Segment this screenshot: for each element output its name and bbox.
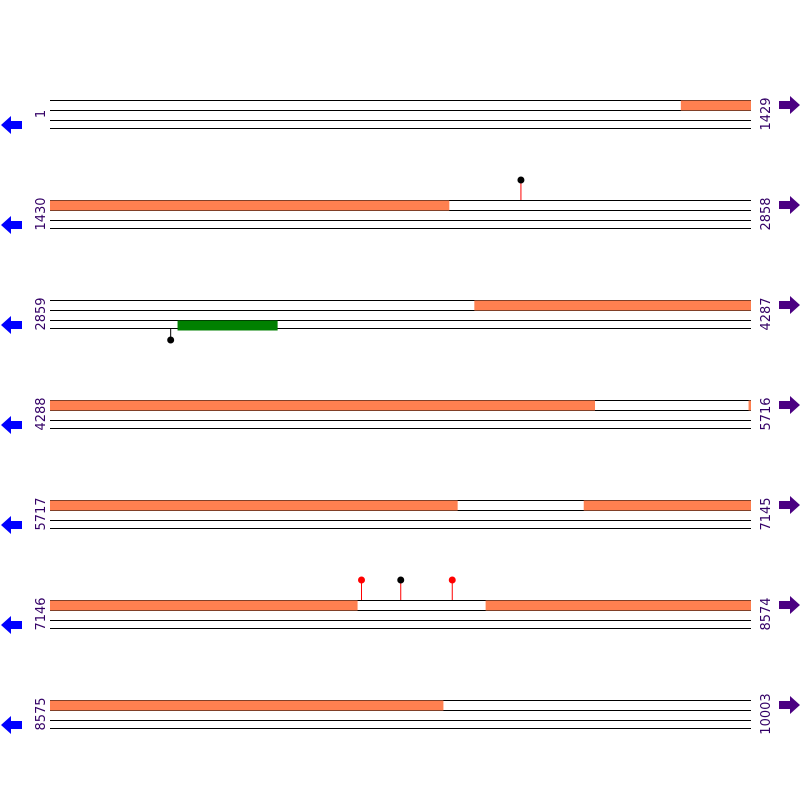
start-position-label: 7146 [34, 597, 49, 630]
left-arrow-icon[interactable] [1, 116, 22, 134]
end-position-label: 1429 [759, 97, 774, 130]
feature-bar[interactable] [474, 300, 751, 311]
feature-bar[interactable] [50, 400, 596, 411]
end-position-label: 7145 [759, 497, 774, 530]
left-arrow-icon[interactable] [1, 716, 22, 734]
left-arrow-icon[interactable] [1, 416, 22, 434]
feature-bar[interactable] [50, 700, 444, 711]
feature-bar[interactable] [50, 200, 450, 211]
right-arrow-icon[interactable] [779, 296, 800, 314]
right-arrow-icon[interactable] [779, 396, 800, 414]
start-position-label: 8575 [34, 697, 49, 730]
site-marker[interactable] [448, 576, 456, 601]
start-position-label: 4288 [34, 397, 49, 430]
feature-bar[interactable] [748, 400, 751, 411]
left-arrow-icon[interactable] [1, 316, 22, 334]
feature-bar[interactable] [177, 320, 278, 331]
feature-bar[interactable] [485, 600, 751, 611]
site-marker[interactable] [517, 176, 525, 201]
end-position-label: 2858 [759, 197, 774, 230]
end-position-label: 10003 [759, 693, 774, 734]
start-position-label: 1430 [34, 197, 49, 230]
site-marker[interactable] [397, 576, 405, 601]
feature-bar[interactable] [680, 100, 751, 111]
right-arrow-icon[interactable] [779, 196, 800, 214]
sequence-row: 1430 2858 [1, 176, 800, 234]
sequence-row: 7146 8574 [1, 576, 800, 634]
marker-dot [397, 576, 405, 584]
marker-dot [358, 576, 366, 584]
left-arrow-icon[interactable] [1, 516, 22, 534]
marker-dot [167, 336, 175, 344]
right-arrow-icon[interactable] [779, 696, 800, 714]
start-position-label: 5717 [34, 497, 49, 530]
site-marker[interactable] [358, 576, 366, 601]
feature-bar[interactable] [583, 500, 751, 511]
end-position-label: 4287 [759, 297, 774, 330]
right-arrow-icon[interactable] [779, 596, 800, 614]
sequence-row: 4288 5716 [1, 396, 800, 434]
marker-dot [517, 176, 525, 184]
left-arrow-icon[interactable] [1, 616, 22, 634]
end-position-label: 5716 [759, 397, 774, 430]
left-arrow-icon[interactable] [1, 216, 22, 234]
feature-bar[interactable] [50, 600, 358, 611]
end-position-label: 8574 [759, 597, 774, 630]
right-arrow-icon[interactable] [779, 496, 800, 514]
sequence-row: 5717 7145 [1, 496, 800, 534]
sequence-row: 8575 10003 [1, 693, 800, 735]
sequence-row: 2859 4287 [1, 296, 800, 344]
site-marker[interactable] [167, 328, 175, 344]
start-position-label: 2859 [34, 297, 49, 330]
sequence-row: 1 1429 [1, 96, 800, 134]
right-arrow-icon[interactable] [779, 96, 800, 114]
start-position-label: 1 [34, 110, 49, 118]
marker-dot [448, 576, 456, 584]
feature-bar[interactable] [50, 500, 458, 511]
